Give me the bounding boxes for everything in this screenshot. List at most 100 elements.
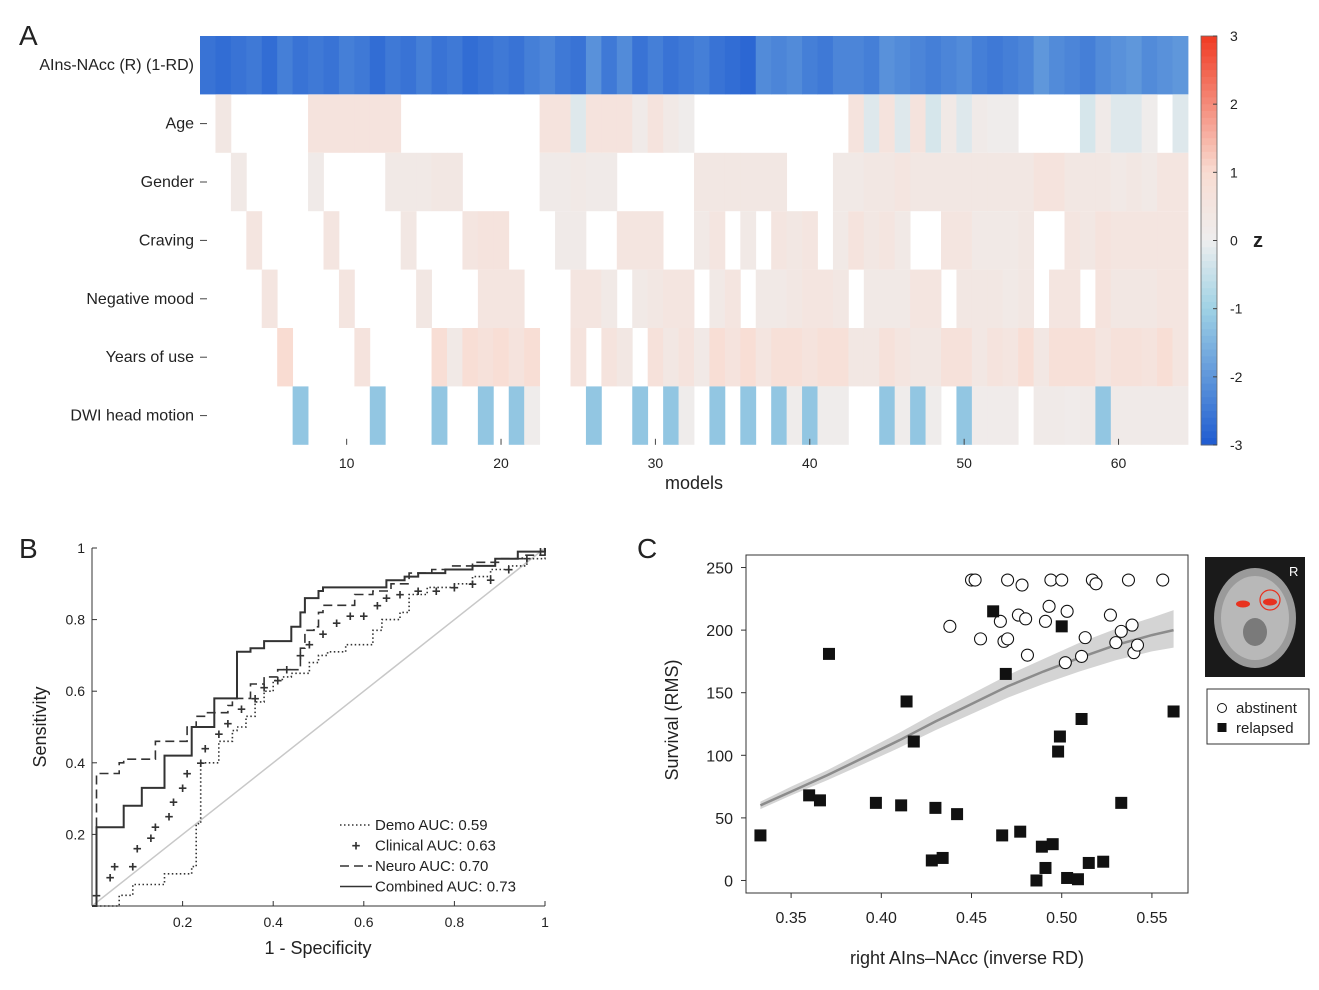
heatmap-row-label: Age [166,116,195,133]
heatmap-cell [585,269,602,328]
heatmap-cell [832,211,849,270]
heatmap-cell [971,94,988,153]
heatmap-cell [1141,152,1158,212]
heatmap-cell [802,386,818,445]
heatmap-cell [508,36,525,95]
heatmap-cell [879,152,896,212]
heatmap-cell [647,36,664,95]
heatmap-cell [663,328,679,387]
heatmap-cell [1002,269,1019,328]
heatmap-cell [755,328,772,387]
heatmap-cell [616,211,633,270]
roi-circle [1259,589,1281,611]
heatmap-cell [570,328,587,387]
legend-label-abstinent: abstinent [1236,700,1298,717]
heatmap-cell [570,211,587,270]
relapsed-point [1035,840,1048,853]
heatmap-cell [894,94,911,153]
heatmap-cell [786,269,803,328]
heatmap-cell [601,269,618,328]
heatmap-cell [956,328,973,387]
scatter-y-tick-label: 0 [724,873,733,890]
colorbar-segment [1201,220,1217,228]
heatmap-x-tick-label: 10 [339,455,355,471]
colorbar-segment [1201,165,1217,173]
heatmap-cell [585,94,602,153]
colorbar-segment [1201,49,1217,57]
heatmap-cell [1002,152,1019,212]
heatmap-x-tick-label: 40 [802,455,818,471]
relapsed-point [869,796,882,809]
abstinent-point [1019,612,1033,626]
legend-marker-relapsed [1217,723,1227,732]
heatmap-cell [863,269,880,328]
heatmap-cell [1064,211,1081,270]
abstinent-point [968,573,982,587]
heatmap-cell [616,36,633,95]
clinical-roc-marker: + [359,608,368,625]
heatmap-cell [323,211,340,270]
scatter-y-tick-label: 50 [715,811,733,828]
colorbar-segment [1201,199,1217,207]
clinical-roc-marker: + [128,859,137,876]
heatmap-cell [1110,152,1127,212]
colorbar-segment [1201,295,1217,303]
clinical-roc-marker: + [251,690,260,707]
heatmap-row-label: Years of use [106,349,194,366]
heatmap-cell [616,94,633,153]
heatmap-cell [354,94,371,153]
combined-roc-curve [92,548,546,907]
heatmap-cell [925,386,942,445]
heatmap-cell [369,386,386,445]
clinical-roc-marker: + [282,662,291,679]
colorbar-segment [1201,342,1217,351]
abstinent-point [1121,573,1136,587]
relapsed-point [1097,855,1110,868]
heatmap-cell [755,269,772,328]
heatmap-cell [802,269,818,328]
roc-y-tick-label: 0.2 [66,826,86,842]
heatmap-cell [1095,328,1112,387]
roc-y-tick-label: 0.6 [66,683,86,699]
relapsed-point [803,789,816,802]
colorbar-segment [1201,254,1217,262]
roc-x-tick-label: 0.4 [263,914,283,930]
heatmap-cell [1172,36,1189,95]
heatmap-cell [616,328,633,387]
legend-marker-abstinent [1217,703,1227,713]
relapsed-point [1071,873,1084,886]
brain-inset: R [1205,557,1305,677]
heatmap-cell [663,386,679,445]
heatmap-cell [338,269,355,328]
abstinent-point [1089,577,1103,591]
clinical-roc-marker: + [106,869,115,886]
heatmap-cell [817,36,834,95]
heatmap-cell [663,94,679,153]
abstinent-point [993,614,1007,628]
heatmap-cell [786,386,803,445]
colorbar: 3 2 1 0 -1 -2 -3 [1200,28,1243,453]
heatmap-cell [555,36,571,95]
abstinent-point [1075,649,1089,663]
heatmap-cell [632,386,649,445]
heatmap-cell [524,36,541,95]
heatmap-cell [1141,36,1158,95]
clinical-roc-marker: + [432,583,441,600]
heatmap-cell [1141,211,1158,270]
heatmap-cell [462,36,479,95]
heatmap-cell [323,36,340,95]
heatmap-cell [277,328,294,387]
heatmap-cell [1157,211,1173,270]
colorbar-tick-label: -1 [1230,301,1243,317]
heatmap-cells [200,36,1189,445]
heatmap-cell [493,328,510,387]
colorbar-segment [1201,322,1217,330]
scatter-points [754,573,1180,887]
heatmap-cell [879,328,896,387]
heatmap-cell [1172,386,1189,445]
heatmap-cell [956,386,973,445]
heatmap-cell [570,269,587,328]
clinical-roc-marker: + [183,766,192,783]
scatter-y-tick-label: 250 [706,561,733,578]
